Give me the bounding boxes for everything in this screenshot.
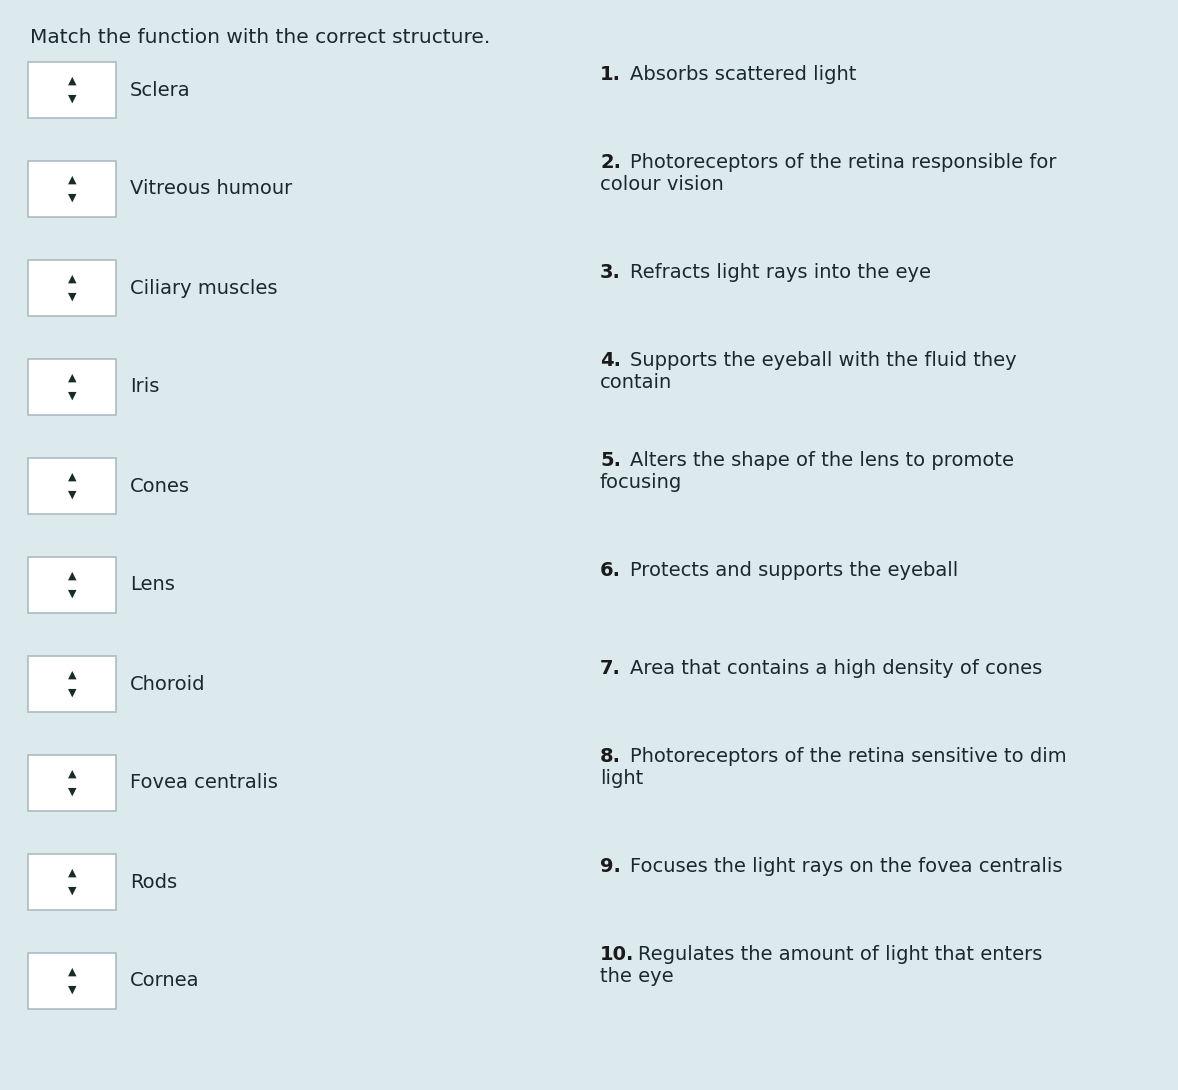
- Text: Focuses the light rays on the fovea centralis: Focuses the light rays on the fovea cent…: [630, 858, 1063, 876]
- Text: Photoreceptors of the retina responsible for: Photoreceptors of the retina responsible…: [630, 154, 1057, 172]
- Text: ▲: ▲: [68, 472, 77, 482]
- Text: ▼: ▼: [68, 94, 77, 104]
- Text: Sclera: Sclera: [130, 81, 191, 99]
- FancyBboxPatch shape: [28, 261, 115, 316]
- Text: Choroid: Choroid: [130, 675, 205, 693]
- Text: colour vision: colour vision: [600, 175, 723, 194]
- Text: ▲: ▲: [68, 770, 77, 779]
- Text: ▲: ▲: [68, 571, 77, 581]
- Text: ▲: ▲: [68, 175, 77, 185]
- Text: light: light: [600, 770, 643, 788]
- FancyBboxPatch shape: [28, 458, 115, 514]
- Text: 6.: 6.: [600, 560, 621, 580]
- Text: ▼: ▼: [68, 193, 77, 203]
- Text: Ciliary muscles: Ciliary muscles: [130, 279, 278, 298]
- Text: ▼: ▼: [68, 985, 77, 995]
- Text: Cornea: Cornea: [130, 971, 199, 991]
- Text: ▲: ▲: [68, 274, 77, 284]
- Text: Vitreous humour: Vitreous humour: [130, 180, 292, 198]
- Text: contain: contain: [600, 374, 673, 392]
- Text: ▲: ▲: [68, 967, 77, 977]
- Text: 1.: 1.: [600, 65, 621, 85]
- FancyBboxPatch shape: [28, 557, 115, 613]
- Text: Match the function with the correct structure.: Match the function with the correct stru…: [29, 28, 490, 47]
- Text: Iris: Iris: [130, 377, 159, 397]
- Text: 3.: 3.: [600, 264, 621, 282]
- Text: ▼: ▼: [68, 589, 77, 600]
- Text: Supports the eyeball with the fluid they: Supports the eyeball with the fluid they: [630, 351, 1017, 371]
- Text: 5.: 5.: [600, 450, 621, 470]
- FancyBboxPatch shape: [28, 161, 115, 217]
- Text: focusing: focusing: [600, 472, 682, 492]
- Text: 9.: 9.: [600, 858, 621, 876]
- Text: Protects and supports the eyeball: Protects and supports the eyeball: [630, 560, 958, 580]
- Text: Area that contains a high density of cones: Area that contains a high density of con…: [630, 659, 1043, 678]
- Text: ▼: ▼: [68, 490, 77, 500]
- Text: Fovea centralis: Fovea centralis: [130, 774, 278, 792]
- Text: 8.: 8.: [600, 748, 621, 766]
- FancyBboxPatch shape: [28, 656, 115, 712]
- Text: 10.: 10.: [600, 945, 635, 965]
- Text: ▲: ▲: [68, 76, 77, 86]
- Text: the eye: the eye: [600, 968, 674, 986]
- Text: ▼: ▼: [68, 688, 77, 698]
- FancyBboxPatch shape: [28, 62, 115, 118]
- FancyBboxPatch shape: [28, 755, 115, 811]
- Text: Lens: Lens: [130, 576, 174, 594]
- Text: Rods: Rods: [130, 872, 177, 892]
- Text: Refracts light rays into the eye: Refracts light rays into the eye: [630, 264, 931, 282]
- Text: Absorbs scattered light: Absorbs scattered light: [630, 65, 856, 85]
- Text: ▲: ▲: [68, 373, 77, 383]
- Text: Alters the shape of the lens to promote: Alters the shape of the lens to promote: [630, 450, 1014, 470]
- Text: ▼: ▼: [68, 787, 77, 797]
- Text: Regulates the amount of light that enters: Regulates the amount of light that enter…: [638, 945, 1043, 965]
- FancyBboxPatch shape: [28, 853, 115, 910]
- Text: ▲: ▲: [68, 868, 77, 879]
- Text: Photoreceptors of the retina sensitive to dim: Photoreceptors of the retina sensitive t…: [630, 748, 1066, 766]
- FancyBboxPatch shape: [28, 953, 115, 1009]
- Text: 2.: 2.: [600, 154, 621, 172]
- Text: ▼: ▼: [68, 886, 77, 896]
- Text: 7.: 7.: [600, 659, 621, 678]
- Text: ▼: ▼: [68, 292, 77, 302]
- Text: Cones: Cones: [130, 476, 190, 496]
- Text: ▲: ▲: [68, 670, 77, 680]
- FancyBboxPatch shape: [28, 359, 115, 415]
- Text: ▼: ▼: [68, 391, 77, 401]
- Text: 4.: 4.: [600, 351, 621, 371]
